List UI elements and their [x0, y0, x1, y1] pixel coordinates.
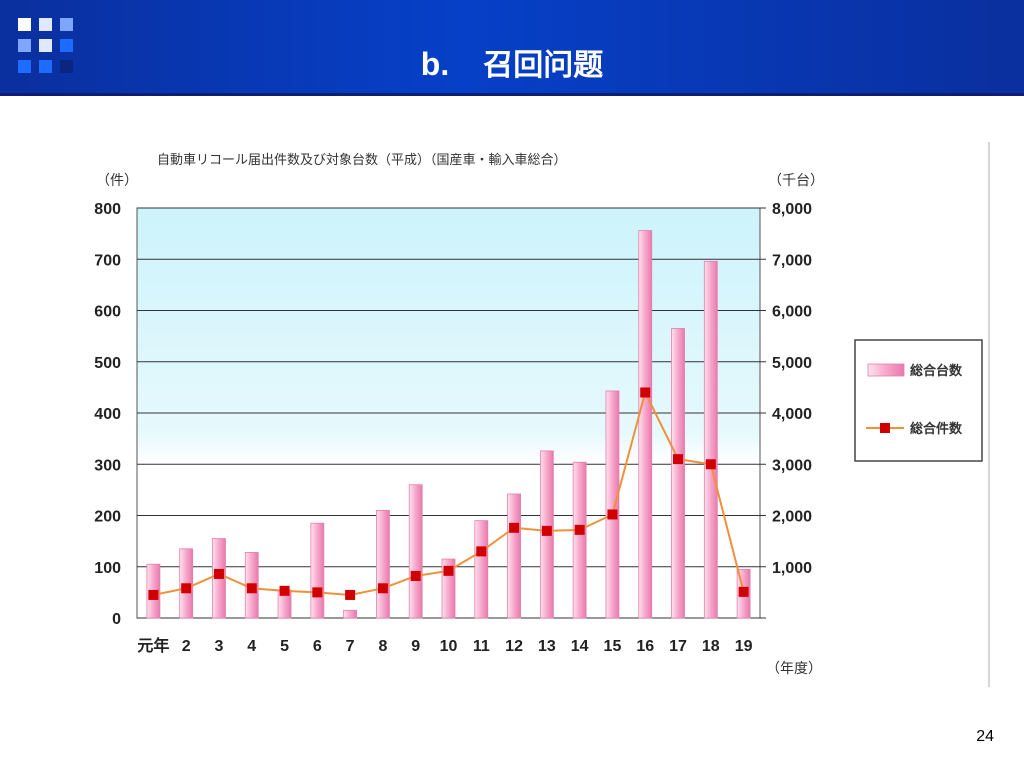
- line-point: [541, 525, 552, 536]
- slide-title: b. 召回问题: [0, 40, 1024, 84]
- chart-title: 自動車リコール届出件数及び対象台数（平成）（国産車・輸入車総合）: [157, 152, 567, 168]
- x-tick-label: 17: [669, 638, 687, 655]
- bar: [343, 609, 358, 619]
- line-point: [213, 568, 224, 579]
- right-tick-label: 4,000: [772, 406, 812, 423]
- line-point: [246, 583, 257, 594]
- x-tick-label: 4: [247, 638, 256, 655]
- line-point: [312, 587, 323, 598]
- line-point: [574, 524, 585, 535]
- left-tick-label: 300: [94, 457, 121, 474]
- x-tick-label: 16: [636, 638, 654, 655]
- x-tick-label: 18: [702, 638, 720, 655]
- right-tick-label: 1,000: [772, 560, 812, 577]
- x-tick-label: 13: [538, 638, 556, 655]
- bar: [671, 328, 685, 619]
- line-point: [705, 459, 716, 470]
- page-number: 24: [976, 728, 994, 745]
- x-tick-label: 12: [505, 638, 523, 655]
- x-tick-label: 2: [182, 638, 191, 655]
- left-tick-label: 200: [94, 509, 121, 526]
- right-tick-label: 7,000: [772, 252, 812, 269]
- legend-line-label: 総合件数: [910, 421, 963, 437]
- bar: [605, 390, 620, 619]
- vertical-divider: [988, 142, 990, 687]
- line-point: [607, 509, 618, 520]
- slide-title-letter: b.: [420, 46, 450, 82]
- slide-header: b. 召回问题: [0, 0, 1024, 96]
- line-point: [181, 583, 192, 594]
- line-point: [476, 546, 487, 557]
- x-tick-label: 9: [411, 638, 420, 655]
- x-tick-label: 8: [378, 638, 387, 655]
- line-point: [345, 589, 356, 600]
- left-tick-label: 400: [94, 406, 121, 423]
- left-tick-label: 700: [94, 252, 121, 269]
- legend-bar-label: 総合台数: [910, 363, 963, 379]
- x-tick-label: 14: [571, 638, 589, 655]
- line-point: [279, 585, 290, 596]
- left-tick-label: 0: [112, 611, 121, 628]
- x-tick-label: 19: [735, 638, 753, 655]
- line-point: [673, 454, 684, 465]
- x-tick-label: 6: [313, 638, 322, 655]
- line-point: [509, 522, 520, 533]
- right-tick-label: 6,000: [772, 304, 812, 321]
- slide-title-text: 召回问题: [483, 48, 604, 83]
- x-tick-label: 5: [280, 638, 289, 655]
- x-tick-label: 元年: [137, 636, 169, 655]
- bar: [376, 509, 390, 619]
- x-axis-unit: （年度）: [766, 661, 822, 677]
- left-tick-label: 600: [94, 304, 121, 321]
- x-tick-label: 3: [215, 638, 224, 655]
- x-tick-label: 11: [473, 638, 490, 655]
- line-point: [377, 583, 388, 594]
- line-point: [443, 565, 454, 576]
- left-axis-unit: （件）: [96, 173, 138, 189]
- bar: [474, 520, 489, 619]
- right-tick-label: 3,000: [772, 457, 812, 474]
- legend-bar-swatch: [867, 363, 905, 377]
- bar: [310, 522, 325, 619]
- right-tick-label: 2,000: [772, 509, 812, 526]
- legend-marker-swatch: [880, 423, 890, 433]
- line-point: [640, 387, 651, 398]
- x-tick-label: 15: [604, 638, 622, 655]
- x-tick-label: 10: [440, 638, 458, 655]
- bar: [408, 484, 423, 619]
- bar: [507, 493, 521, 619]
- left-tick-label: 800: [94, 201, 121, 218]
- right-tick-label: 5,000: [772, 355, 812, 372]
- line-point: [148, 589, 159, 600]
- legend: 総合台数 総合件数: [854, 339, 983, 462]
- grid-logo-icon: [18, 18, 78, 78]
- left-tick-label: 100: [94, 560, 121, 577]
- right-tick-label: 8,000: [772, 201, 812, 218]
- line-point: [410, 570, 421, 581]
- bar: [572, 461, 587, 619]
- left-tick-label: 500: [94, 355, 121, 372]
- bar: [703, 260, 718, 619]
- x-tick-label: 7: [346, 638, 355, 655]
- right-axis-unit: （千台）: [768, 173, 824, 189]
- line-point: [738, 586, 749, 597]
- bar: [638, 230, 653, 619]
